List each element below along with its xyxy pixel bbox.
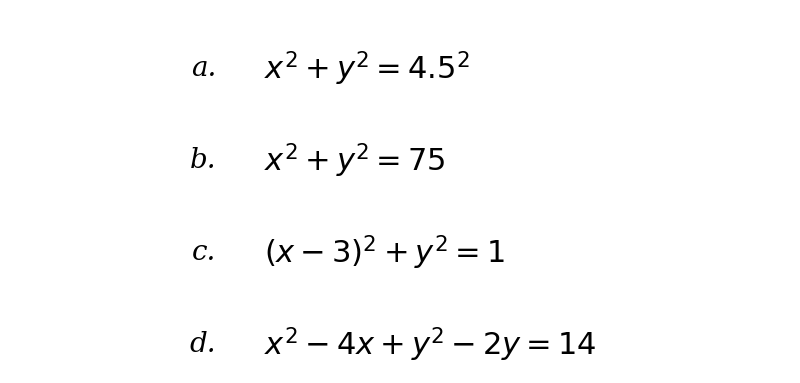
Text: $x^2 - 4x + y^2 - 2y = 14$: $x^2 - 4x + y^2 - 2y = 14$ bbox=[264, 326, 596, 364]
Text: b.: b. bbox=[190, 147, 216, 174]
Text: a.: a. bbox=[190, 56, 216, 82]
Text: $x^2 + y^2 = 4.5^2$: $x^2 + y^2 = 4.5^2$ bbox=[264, 50, 470, 88]
Text: d.: d. bbox=[190, 331, 216, 358]
Text: $x^2 + y^2 = 75$: $x^2 + y^2 = 75$ bbox=[264, 142, 446, 180]
Text: $(x - 3)^2 + y^2 = 1$: $(x - 3)^2 + y^2 = 1$ bbox=[264, 234, 505, 272]
Text: c.: c. bbox=[192, 239, 216, 266]
